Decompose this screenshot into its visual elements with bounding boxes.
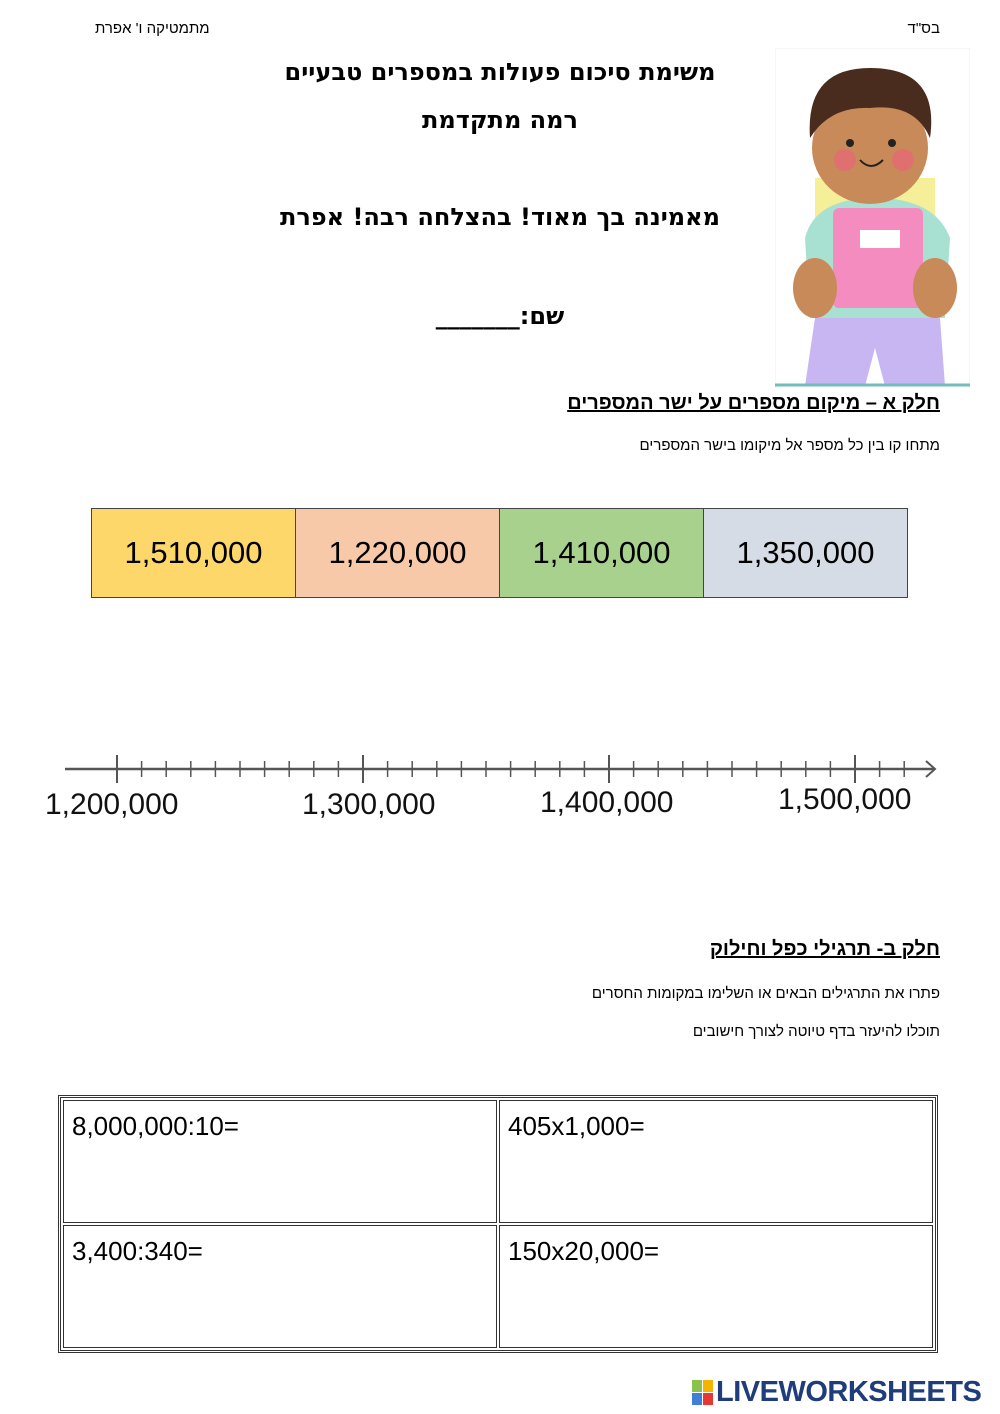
number-boxes: 1,510,000 1,220,000 1,410,000 1,350,000 [91,508,908,598]
number-line-label: 1,400,000 [540,786,674,819]
exercise-cell[interactable]: 405x1,000= [499,1100,933,1223]
student-illustration [775,48,970,388]
arrow-icon [925,760,937,778]
part-b-instruction-1: פתרו את התרגילים הבאים או השלימו במקומות… [591,985,940,1002]
number-line-label: 1,200,000 [45,788,179,821]
number-line-label: 1,300,000 [302,788,436,821]
exercise-cell[interactable]: 8,000,000:10= [63,1100,497,1223]
table-row: 8,000,000:10= 405x1,000= [63,1100,933,1223]
header-right: בס"ד [907,20,940,37]
encouragement: מאמינה בך מאוד! בהצלחה רבה! אפרת [280,203,720,231]
number-line-label: 1,500,000 [778,783,912,816]
part-a-heading: חלק א – מיקום מספרים על ישר המספרים [567,392,940,414]
exercise-cell[interactable]: 3,400:340= [63,1225,497,1348]
part-b-heading: חלק ב- תרגילי כפל וחילוק [709,938,940,960]
header-left: מתמטיקה ו' אפרת [95,20,210,37]
liveworksheets-logo[interactable]: LIVEWORKSHEETS [692,1376,982,1409]
exercise-cell[interactable]: 150x20,000= [499,1225,933,1348]
number-box[interactable]: 1,350,000 [704,509,907,597]
number-box[interactable]: 1,510,000 [92,509,296,597]
worksheet-level: רמה מתקדמת [422,106,578,134]
part-a-instruction: מתחו קו בין כל מספר אל מיקומו בישר המספר… [639,437,940,454]
logo-text: LIVEWORKSHEETS [716,1376,982,1408]
name-field[interactable]: שם:_______ [435,302,565,330]
worksheet-title: משימת סיכום פעולות במספרים טבעיים [284,58,716,86]
number-box[interactable]: 1,410,000 [500,509,704,597]
number-box[interactable]: 1,220,000 [296,509,500,597]
logo-icon [692,1379,713,1405]
table-row: 3,400:340= 150x20,000= [63,1225,933,1348]
number-line[interactable] [0,740,1000,790]
exercises-table: 8,000,000:10= 405x1,000= 3,400:340= 150x… [58,1095,938,1353]
part-b-instruction-2: תוכלו להיעזר בדף טיוטה לצורך חישובים [692,1023,940,1040]
